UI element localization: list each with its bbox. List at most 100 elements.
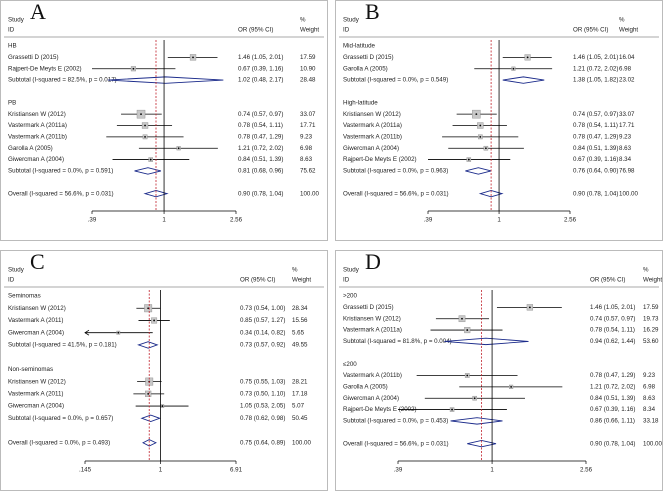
- study-weight: 28.34: [292, 305, 308, 312]
- subtotal-ci: 0.81 (0.68, 0.96): [238, 168, 283, 175]
- study-ci: 0.74 (0.57, 0.97): [590, 315, 635, 322]
- pooled-diamond: [450, 417, 503, 425]
- study-label: Vastermark A (2011a): [8, 122, 67, 129]
- header-or: OR (95% CI): [573, 27, 608, 34]
- overall-label: Overall (I-squared = 56.6%, p = 0.031): [343, 440, 449, 447]
- x-tick-label: .39: [88, 217, 97, 224]
- study-label: Vastermark A (2011): [8, 317, 63, 324]
- point-estimate: [485, 147, 487, 150]
- x-tick-label: .39: [424, 217, 433, 224]
- overall-label: Overall (I-squared = 56.6%, p = 0.031): [8, 190, 114, 197]
- overall-label: Overall (I-squared = 0.0%, p = 0.493): [8, 439, 110, 446]
- group-label: ≤200: [343, 361, 357, 368]
- point-estimate: [467, 158, 470, 161]
- study-label: Garolla A (2005): [343, 65, 388, 72]
- study-label: Rajpert-De Meyts E (2002): [343, 406, 417, 413]
- subtotal-ci: 0.76 (0.64, 0.90): [573, 168, 618, 175]
- study-ci: 0.78 (0.54, 1.11): [238, 122, 283, 129]
- point-estimate: [192, 56, 194, 59]
- study-label: Vastermark A (2011a): [343, 327, 402, 334]
- overall-ci: 0.90 (0.78, 1.04): [238, 190, 283, 197]
- study-ci: 0.74 (0.57, 0.97): [573, 111, 618, 118]
- study-ci: 1.46 (1.05, 2.01): [590, 304, 635, 311]
- study-weight: 33.07: [300, 111, 316, 118]
- study-ci: 0.85 (0.57, 1.27): [240, 317, 285, 324]
- study-ci: 0.74 (0.57, 0.97): [238, 111, 283, 118]
- header-id: ID: [343, 27, 350, 34]
- study-ci: 0.34 (0.14, 0.82): [240, 329, 285, 336]
- study-label: Vastermark A (2011b): [8, 133, 67, 140]
- panel-border: [0, 0, 328, 241]
- header-id: ID: [8, 277, 15, 284]
- study-weight: 5.65: [292, 329, 305, 336]
- study-weight: 28.21: [292, 378, 308, 385]
- subtotal-weight: 33.18: [643, 418, 659, 425]
- panel-border: [335, 250, 663, 491]
- pooled-diamond: [137, 341, 159, 349]
- header-or: OR (95% CI): [238, 27, 273, 34]
- x-tick-label: .39: [394, 467, 403, 474]
- pooled-diamond: [444, 337, 529, 346]
- study-weight: 8.63: [300, 156, 313, 163]
- study-ci: 0.78 (0.54, 1.11): [573, 122, 618, 129]
- study-ci: 1.21 (0.72, 2.02): [590, 383, 635, 390]
- panel-label: D: [365, 249, 381, 274]
- study-weight: 17.59: [300, 54, 316, 61]
- study-ci: 1.21 (0.72, 2.02): [573, 65, 618, 72]
- pooled-diamond: [134, 167, 162, 175]
- overall-weight: 100.00: [619, 190, 638, 197]
- subtotal-weight: 53.60: [643, 338, 659, 345]
- study-weight: 15.56: [292, 317, 308, 324]
- overall-ci: 0.90 (0.78, 1.04): [590, 440, 635, 447]
- subtotal-weight: 23.02: [619, 77, 635, 84]
- subtotal-ci: 0.94 (0.62, 1.44): [590, 338, 635, 345]
- study-weight: 6.98: [643, 383, 656, 390]
- subtotal-label: Subtotal (I-squared = 0.0%, p = 0.453): [343, 418, 448, 425]
- point-estimate: [161, 405, 164, 407]
- ci-arrow: [84, 329, 90, 336]
- point-estimate: [466, 329, 469, 331]
- forest-panel: A Study ID OR (95% CI)% Weight HB Grassetti D …: [0, 0, 328, 241]
- pooled-diamond: [140, 414, 162, 422]
- pooled-diamond: [107, 76, 224, 84]
- study-ci: 0.84 (0.51, 1.39): [590, 395, 635, 402]
- study-ci: 0.78 (0.47, 1.29): [590, 372, 635, 379]
- overall-ci: 0.75 (0.64, 0.89): [240, 439, 285, 446]
- study-label: Kristiansen W (2012): [343, 111, 401, 118]
- point-estimate: [466, 374, 469, 377]
- point-estimate: [177, 147, 180, 150]
- header-or: OR (95% CI): [590, 277, 625, 284]
- point-estimate: [475, 113, 478, 116]
- study-weight: 6.98: [619, 65, 632, 72]
- x-tick-label: 1: [490, 467, 494, 474]
- study-label: Kristiansen W (2012): [343, 315, 401, 322]
- study-weight: 17.71: [619, 122, 635, 129]
- header-pct: %: [292, 267, 298, 274]
- study-label: Garolla A (2005): [343, 383, 388, 390]
- x-tick-label: 1: [159, 467, 163, 474]
- header-pct: %: [619, 17, 625, 24]
- study-label: Giwercman A (2004): [8, 403, 64, 410]
- study-weight: 9.23: [643, 372, 656, 379]
- x-tick-label: 6.91: [230, 467, 243, 474]
- subtotal-weight: 28.48: [300, 77, 316, 84]
- x-tick-label: 2.56: [564, 217, 577, 224]
- study-weight: 16.04: [619, 54, 635, 61]
- study-label: Giwercman A (2004): [343, 395, 399, 402]
- subtotal-label: Subtotal (I-squared = 82.5%, p = 0.017): [8, 77, 117, 84]
- subtotal-ci: 0.78 (0.62, 0.98): [240, 415, 285, 422]
- study-weight: 5.07: [292, 403, 305, 410]
- point-estimate: [147, 307, 150, 310]
- study-label: Garolla A (2005): [8, 145, 53, 152]
- subtotal-label: Subtotal (I-squared = 0.0%, p = 0.657): [8, 415, 113, 422]
- study-label: Rajpert-De Meyts E (2002): [343, 156, 417, 163]
- subtotal-label: Subtotal (I-squared = 81.8%, p = 0.004): [343, 338, 452, 345]
- group-label: HB: [8, 43, 17, 50]
- panel-border: [0, 250, 328, 491]
- point-estimate: [451, 408, 453, 411]
- header-weight: Weight: [643, 277, 662, 284]
- panel-label: B: [365, 0, 380, 24]
- subtotal-ci: 0.73 (0.57, 0.92): [240, 342, 285, 349]
